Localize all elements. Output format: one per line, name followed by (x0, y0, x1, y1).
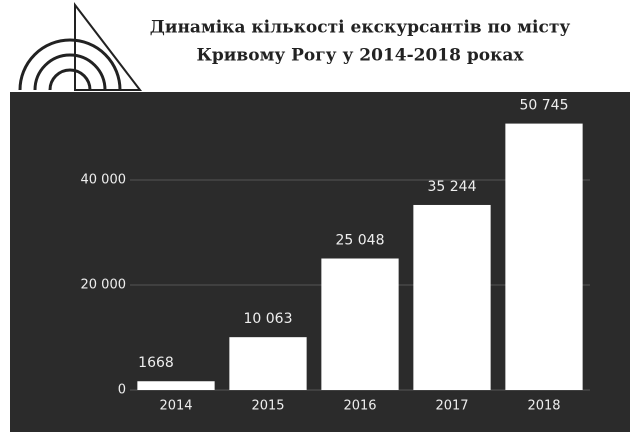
y-tick-label: 0 (118, 383, 126, 398)
x-tick-label: 2014 (159, 399, 192, 414)
value-label: 50 745 (520, 98, 569, 114)
chart-title: Динаміка кількості екскурсантів по місту (150, 18, 571, 38)
value-label: 35 244 (428, 179, 477, 195)
bar (413, 204, 491, 390)
value-label: 1668 (138, 355, 174, 371)
y-tick-label: 40 000 (81, 173, 127, 188)
value-label: 25 048 (336, 232, 385, 248)
bar (137, 381, 215, 390)
value-label: 10 063 (244, 311, 293, 327)
decoration (18, 2, 143, 91)
bar (505, 123, 583, 391)
chart-title: Кривому Рогу у 2014-2018 роках (196, 46, 524, 66)
y-tick-label: 20 000 (81, 278, 127, 293)
x-tick-label: 2018 (527, 399, 560, 414)
bar (229, 337, 307, 390)
bar (321, 258, 399, 390)
x-tick-label: 2015 (251, 399, 284, 414)
x-tick-label: 2017 (435, 399, 468, 414)
x-tick-label: 2016 (343, 399, 376, 414)
